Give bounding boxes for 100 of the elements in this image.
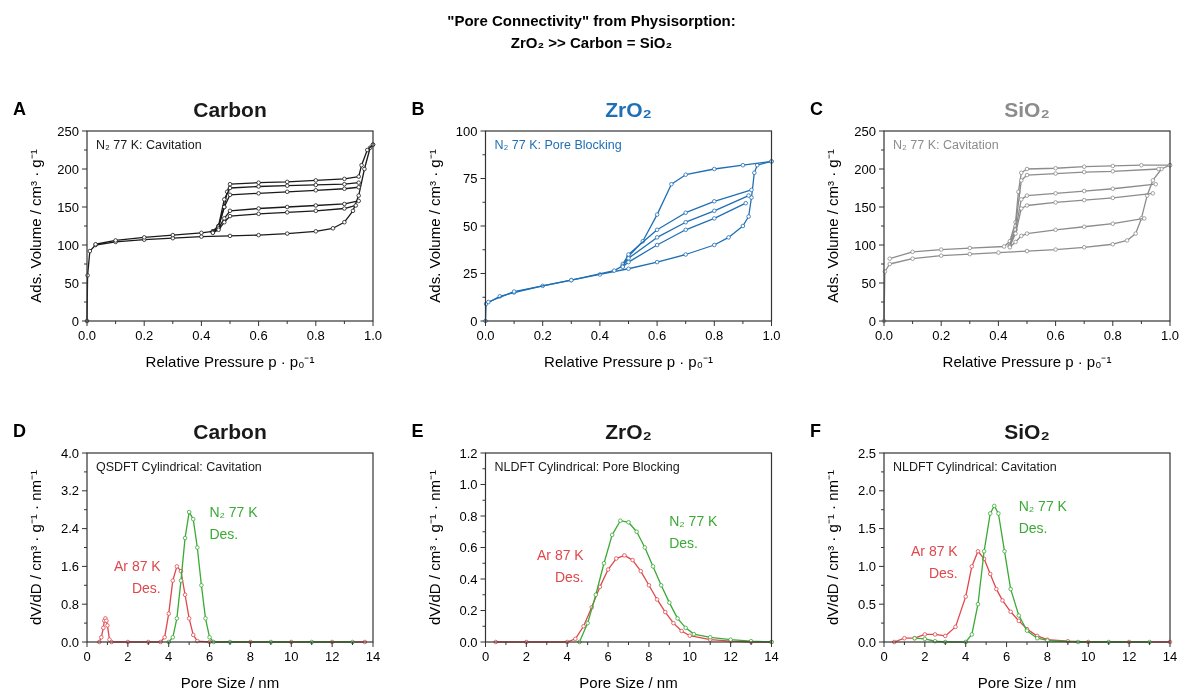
text: B bbox=[411, 99, 425, 119]
y-tick-label: 0.2 bbox=[459, 603, 478, 618]
y-tick-label: 0.8 bbox=[60, 596, 79, 612]
y-tick-label: 150 bbox=[57, 199, 79, 215]
y-tick-label: 50 bbox=[64, 275, 79, 291]
x-tick-label: 12 bbox=[1121, 649, 1137, 664]
x-tick-label: 1.0 bbox=[363, 328, 383, 343]
x-tick-label: 1.0 bbox=[1160, 328, 1180, 343]
y-tick-label: 0 bbox=[470, 313, 478, 329]
x-tick-label: 0.2 bbox=[135, 328, 154, 343]
x-tick-label: 4 bbox=[962, 649, 970, 664]
x-tick-label: 4 bbox=[165, 649, 173, 664]
y-tick-label: 0.4 bbox=[459, 571, 478, 587]
x-tick-label: 0 bbox=[481, 649, 490, 664]
x-tick-label: 0.8 bbox=[306, 328, 325, 343]
y-tick-label: 250 bbox=[57, 123, 79, 139]
y-tick-label: 0.0 bbox=[459, 634, 478, 650]
y-tick-label: 4.0 bbox=[60, 445, 79, 461]
series-label: Ar 87 K Des. bbox=[537, 547, 585, 586]
text: D bbox=[13, 421, 26, 441]
x-tick-label: 0.6 bbox=[249, 328, 268, 343]
y-axis-title: Ads. Volume / cm³ · g⁻¹ bbox=[425, 149, 443, 303]
annotation: NLDFT Cylindrical: Pore Blocking bbox=[494, 460, 680, 474]
x-tick-label: 0.8 bbox=[1103, 328, 1122, 343]
y-tick-label: 0 bbox=[868, 313, 876, 329]
x-tick-label: 14 bbox=[365, 649, 381, 664]
y-tick-label: 1.2 bbox=[459, 445, 478, 461]
y-tick-label: 0 bbox=[71, 313, 79, 329]
y-tick-label: 25 bbox=[463, 266, 478, 281]
x-axis-title: Relative Pressure p · p₀⁻¹ bbox=[942, 353, 1112, 370]
x-tick-label: 8 bbox=[1043, 649, 1052, 664]
x-tick-label: 4 bbox=[563, 649, 571, 664]
annotation: QSDFT Cylindrical: Cavitation bbox=[96, 460, 262, 474]
y-tick-label: 150 bbox=[854, 199, 876, 215]
y-tick-label: 1.5 bbox=[857, 521, 876, 537]
annotation: N₂ 77 K: Pore Blocking bbox=[494, 138, 622, 152]
x-tick-label: 8 bbox=[246, 649, 255, 664]
y-tick-label: 50 bbox=[463, 218, 478, 234]
y-tick-label: 0.6 bbox=[459, 540, 478, 555]
x-tick-label: 14 bbox=[1162, 649, 1178, 664]
y-tick-label: 1.0 bbox=[857, 558, 876, 574]
chart-title: Carbon bbox=[193, 420, 267, 443]
text: E bbox=[411, 421, 424, 441]
y-tick-label: 0.0 bbox=[857, 634, 876, 650]
y-axis-title: Ads. Volume / cm³ · g⁻¹ bbox=[824, 149, 841, 303]
y-tick-label: 200 bbox=[57, 161, 79, 177]
annotation: N₂ 77 K: Cavitation bbox=[893, 138, 999, 152]
chart-title: ZrO₂ bbox=[605, 98, 652, 121]
y-tick-label: 0.8 bbox=[459, 508, 478, 524]
annotation: NLDFT Cylindrical: Cavitation bbox=[893, 460, 1057, 474]
x-tick-label: 2 bbox=[921, 649, 929, 664]
x-tick-label: 6 bbox=[1002, 649, 1011, 664]
x-axis-title: Relative Pressure p · p₀⁻¹ bbox=[544, 353, 713, 370]
y-axis-title: dV/dD / cm³ · g⁻¹ · nm⁻¹ bbox=[27, 469, 44, 626]
y-axis-title: dV/dD / cm³ · g⁻¹ · nm⁻¹ bbox=[824, 469, 841, 626]
text: A bbox=[13, 99, 26, 119]
chart-title: SiO₂ bbox=[1004, 98, 1050, 121]
x-tick-label: 0.0 bbox=[77, 328, 97, 343]
chart-title: SiO₂ bbox=[1004, 420, 1050, 443]
series-label: N₂ 77 K Des. bbox=[209, 504, 259, 543]
y-tick-label: 1.6 bbox=[60, 558, 79, 574]
x-tick-label: 1.0 bbox=[762, 328, 781, 343]
y-axis-title: dV/dD / cm³ · g⁻¹ · nm⁻¹ bbox=[425, 469, 443, 626]
x-tick-label: 0 bbox=[880, 649, 888, 664]
text: "Pore Connectivity" from Physisorption: bbox=[447, 12, 736, 29]
x-tick-label: 6 bbox=[604, 649, 612, 664]
x-tick-label: 2 bbox=[124, 649, 132, 664]
x-axis-title: Pore Size / nm bbox=[579, 674, 678, 691]
x-tick-label: 12 bbox=[723, 649, 738, 664]
x-tick-label: 0.2 bbox=[533, 328, 552, 343]
y-tick-label: 2.5 bbox=[857, 445, 876, 461]
x-tick-label: 0.4 bbox=[989, 328, 1008, 343]
text: F bbox=[810, 421, 821, 441]
x-tick-label: 0 bbox=[83, 649, 91, 664]
x-tick-label: 6 bbox=[205, 649, 214, 664]
chart-title: Carbon bbox=[193, 98, 267, 121]
x-axis-title: Pore Size / nm bbox=[977, 674, 1077, 691]
annotation: N₂ 77 K: Cavitation bbox=[96, 138, 202, 152]
x-tick-label: 10 bbox=[1081, 649, 1096, 664]
y-axis-title: Ads. Volume / cm³ · g⁻¹ bbox=[27, 149, 44, 303]
x-tick-label: 0.6 bbox=[1046, 328, 1065, 343]
y-tick-label: 250 bbox=[854, 123, 876, 139]
y-tick-label: 0.0 bbox=[60, 634, 79, 650]
series-label: N₂ 77 K Des. bbox=[669, 512, 719, 551]
x-tick-label: 0.4 bbox=[192, 328, 211, 343]
x-tick-label: 0.0 bbox=[476, 328, 495, 343]
y-tick-label: 3.2 bbox=[60, 483, 79, 499]
x-tick-label: 0.4 bbox=[590, 328, 609, 343]
x-tick-label: 0.2 bbox=[932, 328, 951, 343]
x-axis-title: Pore Size / nm bbox=[180, 674, 280, 691]
x-tick-label: 8 bbox=[645, 649, 653, 664]
y-tick-label: 200 bbox=[854, 161, 876, 177]
x-tick-label: 12 bbox=[324, 649, 340, 664]
y-tick-label: 2.4 bbox=[60, 521, 79, 537]
series-label: Ar 87 K Des. bbox=[911, 543, 959, 582]
text: C bbox=[810, 99, 823, 119]
y-tick-label: 75 bbox=[463, 171, 478, 186]
y-tick-label: 100 bbox=[854, 237, 876, 253]
y-tick-label: 100 bbox=[57, 237, 79, 253]
series-label: N₂ 77 K Des. bbox=[1018, 497, 1068, 536]
